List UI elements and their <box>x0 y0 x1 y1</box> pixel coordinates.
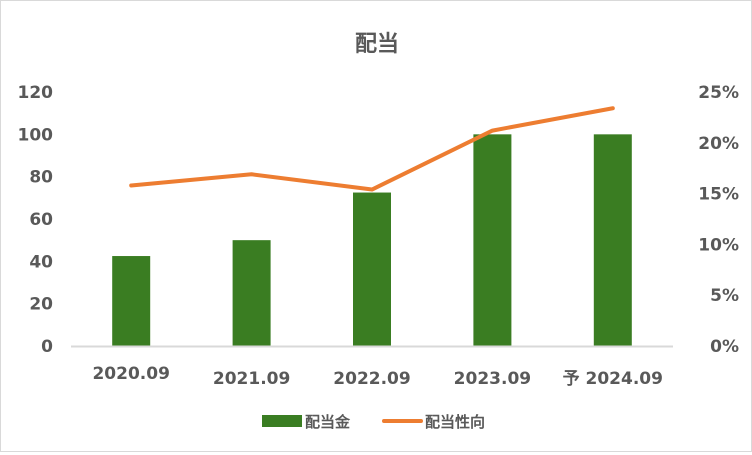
payout-ratio-line <box>131 108 613 189</box>
left-axis-tick-label: 80 <box>29 168 53 188</box>
legend-label-line: 配当性向 <box>425 413 485 431</box>
x-axis-tick-label: 2021.09 <box>213 369 290 389</box>
x-axis-tick-label: 2023.09 <box>454 369 531 389</box>
left-axis-tick-label: 20 <box>29 295 53 315</box>
right-axis-tick-label: 5% <box>710 286 739 306</box>
bar-2020.09 <box>112 256 150 346</box>
chart-title: 配当 <box>355 32 399 57</box>
x-axis-tick-label: 2020.09 <box>92 364 169 384</box>
right-axis-tick-label: 25% <box>698 83 739 103</box>
legend: 配当金 配当性向 <box>262 413 485 431</box>
right-axis-tick-label: 0% <box>710 337 739 357</box>
legend-label-bar: 配当金 <box>305 413 351 431</box>
right-axis-tick-label: 10% <box>698 235 739 255</box>
bar-2023.09 <box>473 134 511 346</box>
right-axis-tick-label: 20% <box>698 134 739 154</box>
left-axis-tick-label: 0 <box>41 337 53 357</box>
legend-swatch-bar <box>262 415 302 427</box>
left-axis-tick-label: 120 <box>18 83 54 103</box>
bar-予 2024.09 <box>594 134 632 346</box>
left-axis-tick-label: 40 <box>29 252 53 272</box>
left-axis-tick-label: 100 <box>18 125 54 145</box>
right-axis-tick-label: 15% <box>698 185 739 205</box>
bar-2022.09 <box>353 193 391 346</box>
left-axis-tick-label: 60 <box>29 210 53 230</box>
x-axis-tick-label: 2022.09 <box>333 369 410 389</box>
bar-2021.09 <box>233 240 271 346</box>
x-axis-tick-label: 予 2024.09 <box>563 369 663 389</box>
